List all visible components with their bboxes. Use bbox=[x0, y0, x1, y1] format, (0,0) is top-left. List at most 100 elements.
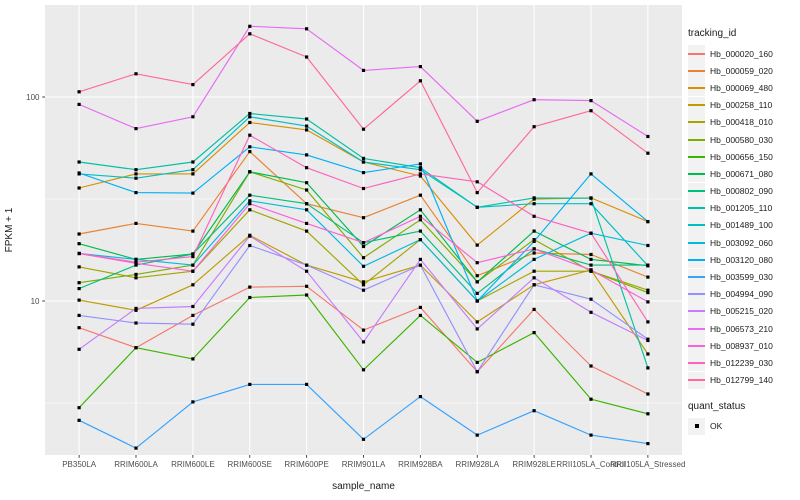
legend-line-swatch bbox=[688, 69, 705, 72]
data-point bbox=[646, 243, 650, 248]
data-point bbox=[191, 168, 195, 172]
data-point bbox=[248, 133, 252, 137]
data-point bbox=[532, 257, 536, 261]
legend-item-Hb_000580_030: Hb_000580_030 bbox=[688, 131, 800, 149]
data-point bbox=[646, 442, 650, 446]
data-point bbox=[248, 120, 252, 125]
data-point bbox=[134, 191, 138, 195]
legend-item-Hb_004994_090: Hb_004994_090 bbox=[688, 285, 800, 303]
data-point bbox=[191, 229, 195, 233]
legend-line-swatch bbox=[688, 104, 705, 107]
data-point bbox=[305, 153, 309, 157]
legend-item-Hb_003092_060: Hb_003092_060 bbox=[688, 234, 800, 252]
data-point bbox=[475, 433, 479, 437]
data-point bbox=[305, 27, 309, 31]
data-point bbox=[589, 252, 593, 257]
data-point bbox=[418, 238, 422, 242]
data-point bbox=[589, 310, 593, 314]
data-point bbox=[305, 188, 309, 192]
data-point bbox=[248, 295, 252, 300]
data-point bbox=[305, 202, 309, 206]
data-point bbox=[305, 382, 309, 386]
legend-key bbox=[688, 96, 705, 114]
y-tick-label: 100 bbox=[26, 93, 40, 102]
data-point bbox=[191, 322, 195, 326]
data-point bbox=[361, 340, 366, 344]
data-point bbox=[77, 232, 81, 236]
data-point bbox=[646, 392, 650, 396]
data-point bbox=[646, 366, 650, 370]
legend-line-swatch bbox=[688, 241, 705, 244]
data-point bbox=[248, 145, 252, 149]
legend-label: Hb_004994_090 bbox=[710, 289, 773, 300]
legend-key bbox=[688, 148, 705, 166]
data-point bbox=[248, 193, 252, 197]
data-point bbox=[191, 191, 195, 195]
data-point bbox=[646, 338, 650, 343]
data-point bbox=[475, 360, 479, 364]
data-point bbox=[418, 218, 422, 222]
data-point bbox=[134, 221, 138, 225]
legend-label: Hb_000418_010 bbox=[710, 117, 773, 128]
data-point bbox=[248, 170, 252, 174]
data-point bbox=[418, 395, 422, 399]
data-point bbox=[475, 261, 479, 265]
data-point bbox=[77, 281, 81, 285]
data-point bbox=[361, 171, 366, 175]
x-tick-label: RRIM928LA bbox=[455, 460, 499, 469]
data-point bbox=[475, 370, 479, 374]
data-point bbox=[532, 247, 536, 251]
data-point bbox=[589, 364, 593, 368]
x-tick-label: RRII105LA_Stressed bbox=[610, 460, 685, 469]
data-point bbox=[646, 275, 650, 279]
data-point bbox=[475, 180, 479, 184]
data-point bbox=[589, 263, 593, 267]
data-point bbox=[305, 229, 309, 233]
data-point bbox=[532, 202, 536, 206]
data-point bbox=[361, 437, 366, 441]
data-point bbox=[134, 257, 138, 261]
legend-line-swatch bbox=[688, 138, 705, 141]
data-point bbox=[248, 24, 252, 28]
data-point bbox=[361, 244, 366, 249]
legend-line-swatch bbox=[688, 344, 705, 347]
legend-label: Hb_003092_060 bbox=[710, 237, 773, 248]
legend-key bbox=[688, 79, 705, 97]
legend-label: Hb_000059_020 bbox=[710, 65, 773, 76]
data-point bbox=[248, 208, 252, 212]
legend-key bbox=[688, 165, 705, 183]
data-point bbox=[305, 181, 309, 185]
data-point bbox=[475, 327, 479, 331]
data-point bbox=[77, 171, 81, 175]
legend-line-swatch bbox=[688, 190, 705, 193]
data-point bbox=[589, 196, 593, 200]
legend-key bbox=[688, 251, 705, 269]
data-point bbox=[418, 193, 422, 197]
data-point bbox=[532, 238, 536, 242]
data-point bbox=[418, 174, 422, 178]
data-point bbox=[418, 208, 422, 212]
data-point bbox=[532, 409, 536, 413]
legend-label: Hb_001205_110 bbox=[710, 203, 773, 214]
data-point bbox=[646, 264, 650, 268]
legend-key bbox=[688, 62, 705, 80]
data-point bbox=[361, 68, 366, 72]
data-point bbox=[532, 98, 536, 102]
data-point bbox=[305, 221, 309, 225]
legend-title-quant-status: quant_status bbox=[688, 400, 746, 412]
data-point bbox=[646, 412, 650, 416]
legend-item-Hb_001489_100: Hb_001489_100 bbox=[688, 216, 800, 234]
data-point bbox=[305, 208, 309, 212]
legend-line-swatch bbox=[688, 121, 705, 124]
data-point bbox=[77, 418, 81, 422]
data-point bbox=[589, 433, 593, 437]
data-point bbox=[191, 357, 195, 361]
legend-item-Hb_001205_110: Hb_001205_110 bbox=[688, 199, 800, 217]
data-point bbox=[134, 321, 138, 325]
data-point bbox=[77, 406, 81, 410]
legend-item-Hb_003120_080: Hb_003120_080 bbox=[688, 251, 800, 269]
y-tick-label: 10 bbox=[31, 297, 40, 306]
legend-key bbox=[688, 337, 705, 355]
legend-label: Hb_000258_110 bbox=[710, 100, 773, 111]
legend-item-Hb_000656_150: Hb_000656_150 bbox=[688, 148, 800, 166]
